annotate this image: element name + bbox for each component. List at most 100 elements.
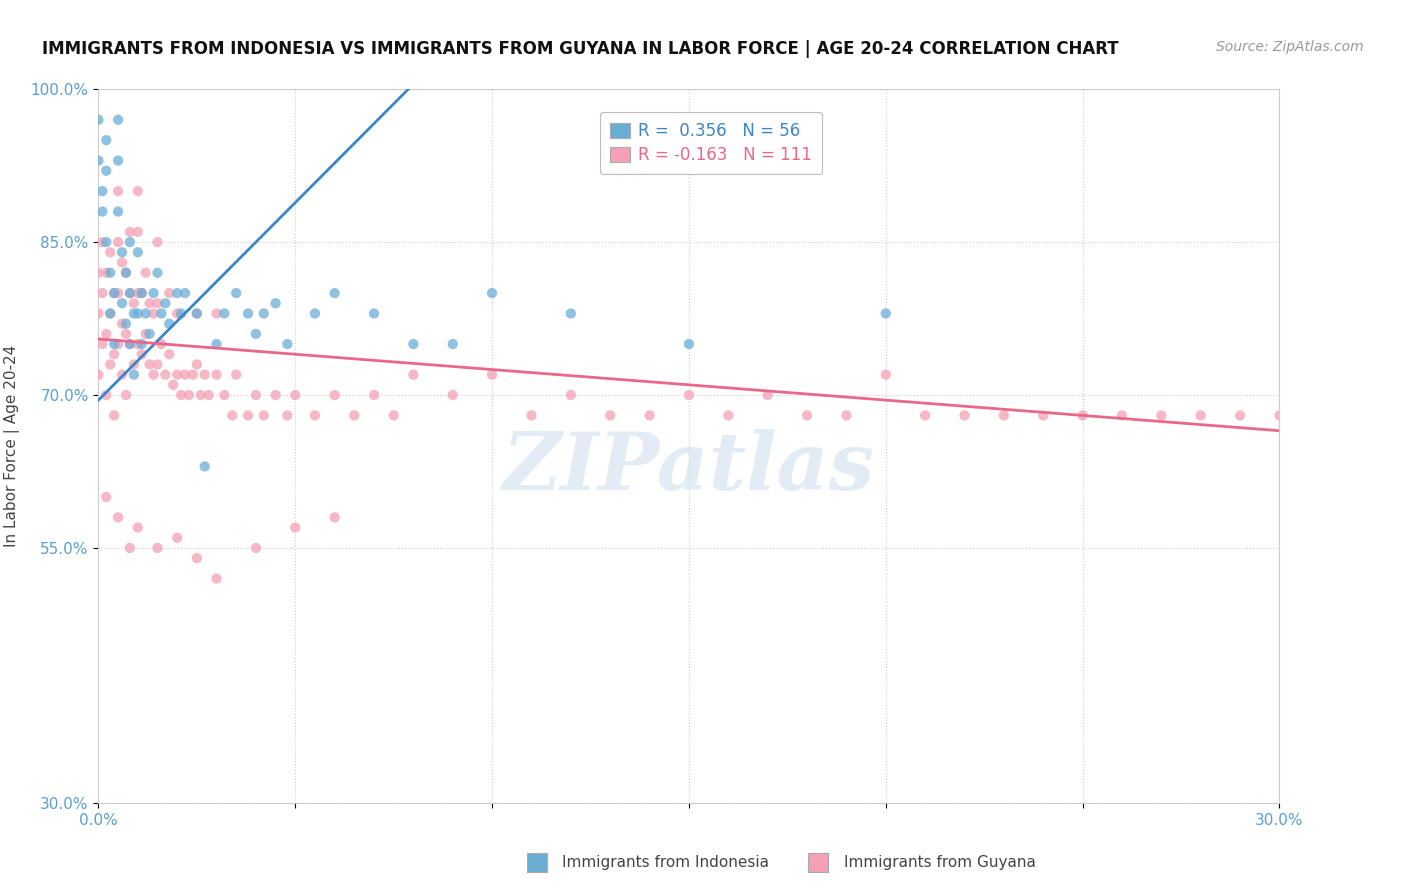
Point	[323, 510, 346, 524]
Point	[166, 286, 188, 301]
Point	[115, 388, 138, 402]
Point	[118, 337, 141, 351]
Point	[953, 409, 976, 423]
Point	[96, 163, 118, 178]
Point	[190, 388, 212, 402]
Point	[236, 306, 259, 320]
Point	[914, 409, 936, 423]
Point	[138, 296, 160, 310]
Point	[186, 306, 208, 320]
Point	[96, 490, 118, 504]
Point	[87, 306, 110, 320]
Point	[150, 306, 173, 320]
Point	[118, 541, 141, 555]
Point	[122, 368, 145, 382]
Point	[186, 306, 208, 320]
Point	[186, 551, 208, 566]
Point	[221, 409, 243, 423]
Point	[91, 204, 114, 219]
Point	[174, 368, 197, 382]
Point	[96, 133, 118, 147]
Text: Immigrants from Indonesia: Immigrants from Indonesia	[562, 855, 769, 870]
Point	[111, 245, 134, 260]
Point	[131, 337, 153, 351]
Point	[678, 388, 700, 402]
Point	[107, 286, 129, 301]
Point	[155, 296, 177, 310]
Point	[115, 326, 138, 341]
Point	[276, 409, 298, 423]
Point	[111, 317, 134, 331]
Point	[96, 326, 118, 341]
Point	[87, 153, 110, 168]
Point	[96, 266, 118, 280]
Point	[115, 266, 138, 280]
Point	[103, 286, 125, 301]
Y-axis label: In Labor Force | Age 20-24: In Labor Force | Age 20-24	[4, 345, 20, 547]
Point	[284, 520, 307, 534]
Point	[717, 409, 740, 423]
Point	[118, 286, 141, 301]
Point	[520, 409, 543, 423]
Point	[174, 286, 197, 301]
Point	[560, 306, 582, 320]
Point	[127, 184, 149, 198]
Point	[1150, 409, 1173, 423]
Legend: R =  0.356   N = 56, R = -0.163   N = 111: R = 0.356 N = 56, R = -0.163 N = 111	[600, 112, 823, 175]
Point	[245, 326, 267, 341]
Point	[122, 296, 145, 310]
Point	[157, 347, 180, 361]
Point	[214, 388, 236, 402]
Point	[111, 255, 134, 269]
Point	[103, 337, 125, 351]
Point	[170, 388, 193, 402]
Point	[138, 358, 160, 372]
Point	[127, 245, 149, 260]
Point	[91, 184, 114, 198]
Point	[245, 541, 267, 555]
Point	[157, 286, 180, 301]
Point	[107, 235, 129, 249]
Point	[1229, 409, 1251, 423]
Point	[304, 409, 326, 423]
Point	[142, 306, 165, 320]
Point	[118, 286, 141, 301]
Point	[142, 286, 165, 301]
Point	[98, 358, 121, 372]
Point	[181, 368, 204, 382]
Point	[107, 112, 129, 127]
Point	[103, 286, 125, 301]
Point	[135, 266, 157, 280]
Point	[402, 337, 425, 351]
Point	[131, 286, 153, 301]
Point	[756, 388, 779, 402]
Point	[245, 388, 267, 402]
Point	[1268, 409, 1291, 423]
Point	[186, 358, 208, 372]
Point	[481, 286, 503, 301]
Text: IMMIGRANTS FROM INDONESIA VS IMMIGRANTS FROM GUYANA IN LABOR FORCE | AGE 20-24 C: IMMIGRANTS FROM INDONESIA VS IMMIGRANTS …	[42, 40, 1119, 58]
Point	[264, 388, 287, 402]
Point	[835, 409, 858, 423]
Point	[107, 204, 129, 219]
Point	[162, 377, 184, 392]
Point	[103, 347, 125, 361]
Point	[166, 531, 188, 545]
Point	[194, 459, 217, 474]
Point	[98, 306, 121, 320]
Point	[214, 306, 236, 320]
Point	[304, 306, 326, 320]
Text: Immigrants from Guyana: Immigrants from Guyana	[844, 855, 1035, 870]
Point	[146, 296, 169, 310]
Point	[103, 409, 125, 423]
Point	[107, 153, 129, 168]
Point	[87, 112, 110, 127]
Point	[142, 368, 165, 382]
Point	[205, 337, 228, 351]
Point	[253, 306, 276, 320]
Point	[98, 306, 121, 320]
Point	[138, 326, 160, 341]
Point	[560, 388, 582, 402]
Point	[118, 225, 141, 239]
Point	[118, 337, 141, 351]
